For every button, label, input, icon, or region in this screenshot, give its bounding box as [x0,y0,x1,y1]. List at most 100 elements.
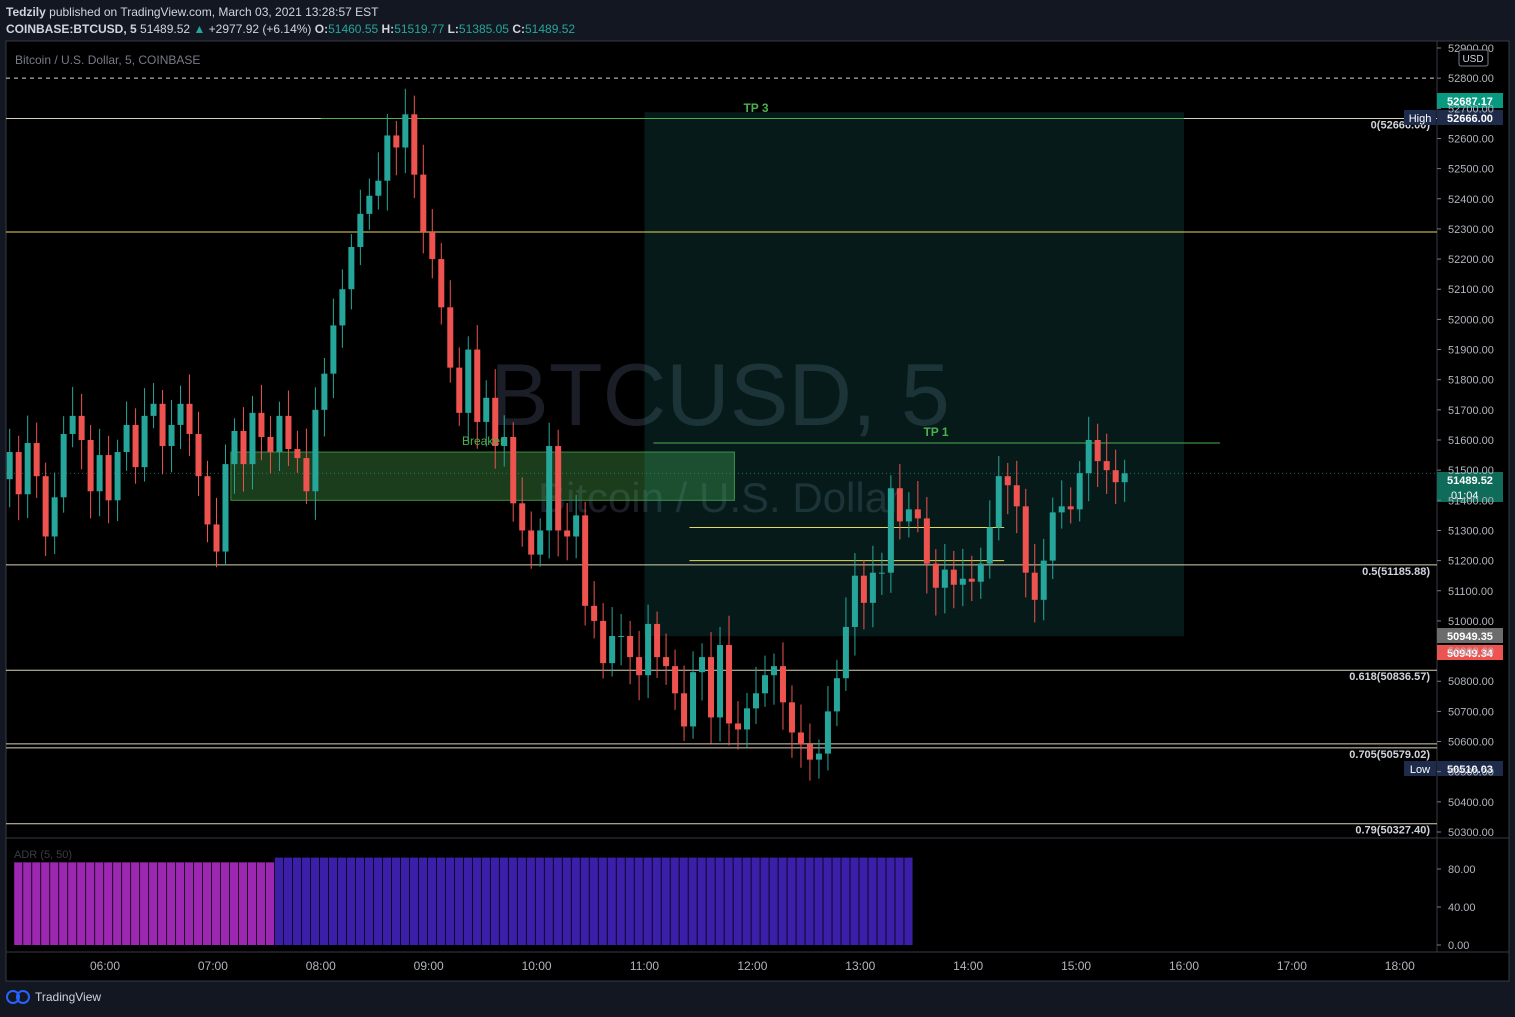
candle-body [932,563,939,588]
adr-bar [68,862,77,945]
adr-bar [742,857,751,945]
time-tick-label: 09:00 [414,959,444,973]
adr-bar [436,857,445,945]
candle-body [672,666,679,694]
candle-body [51,497,58,537]
adr-bar [490,857,499,945]
badge-tag-high [1404,110,1436,125]
adr-bar [499,857,508,945]
price-tick-label: 52600.00 [1448,133,1494,145]
adr-bar [283,857,293,945]
candle-body [366,195,373,214]
price-tick-label: 52100.00 [1448,284,1494,296]
candle-body [842,626,849,679]
candle-body [456,367,463,413]
breaker-label: Breaker [462,434,504,448]
price-badge-text: 50949.34 [1447,648,1494,660]
candle-body [222,464,229,552]
price-badge[interactable] [1437,628,1503,643]
adr-tick-label: 80.00 [1448,864,1476,876]
tp3-label: TP 3 [743,101,768,115]
adr-bar [508,857,517,945]
close-value: 51489.52 [525,22,576,36]
candle-body [744,708,751,730]
candle-body [735,723,742,730]
adr-bar [733,857,742,945]
candle-body [995,476,1002,528]
price-tick-label: 51000.00 [1448,616,1494,628]
candle-body [303,458,310,492]
adr-bar [176,862,185,945]
adr-bar [95,862,104,945]
candle-body [24,443,31,495]
price-badge[interactable] [1437,110,1503,125]
adr-bar [517,857,526,945]
time-tick-label: 06:00 [90,959,120,973]
adr-bar [625,857,634,945]
candle-body [339,289,346,326]
price-badge[interactable] [1437,472,1503,502]
candle-body [42,476,49,537]
candle-body [78,415,85,440]
candle-body [204,476,211,525]
candle-body [573,515,580,537]
candle-body [600,620,607,664]
adr-bar [310,857,320,945]
adr-bar [301,857,311,945]
chart-frame [5,40,1510,982]
candle-body [968,578,975,582]
candle-body [779,666,786,703]
candle-body [860,575,867,603]
footer-brand[interactable]: TradingView [35,990,102,1004]
adr-bar [391,857,401,945]
adr-bar [256,862,266,945]
adr-bar [409,857,419,945]
price-badge[interactable] [1437,761,1503,776]
candle-body [645,623,652,676]
adr-bar [203,862,212,945]
candle-body [609,636,616,664]
adr-bar [400,857,410,945]
candle-body [1067,506,1074,510]
candle-body [1049,512,1056,561]
price-tick-label: 51500.00 [1448,465,1494,477]
adr-bar [769,857,778,945]
adr-bar [319,857,329,945]
candle-body [312,409,319,492]
candle-body [321,373,328,410]
adr-bar [427,857,436,945]
adr-bar [167,862,176,945]
close-label: C: [512,22,525,36]
candle-body [1058,506,1065,513]
author-name[interactable]: Tedzily [6,5,46,19]
adr-bar [41,862,50,945]
adr-bar [526,857,535,945]
adr-bar [562,857,571,945]
adr-bar [616,857,625,945]
last-price: 51489.52 [140,22,191,36]
candle-body [141,415,148,468]
price-tick-label: 52400.00 [1448,194,1494,206]
price-badge[interactable] [1437,93,1503,108]
candle-body [582,515,589,606]
candle-body [699,657,706,673]
adr-bar [463,857,472,945]
time-tick-label: 13:00 [845,959,875,973]
candle-body [941,569,948,588]
adr-bar [571,857,580,945]
price-tick-label: 51700.00 [1448,405,1494,417]
adr-bar [292,857,302,945]
candle-body [977,563,984,582]
adr-indicator-label[interactable]: ADR (5, 50) [14,849,72,861]
adr-bar [364,857,374,945]
price-tick-label: 50600.00 [1448,737,1494,749]
currency-badge[interactable] [1458,49,1489,67]
time-tick-label: 10:00 [522,959,552,973]
price-badge[interactable] [1437,645,1503,660]
candle-body [249,412,256,465]
time-tick-label: 08:00 [306,959,336,973]
price-tick-label: 51900.00 [1448,345,1494,357]
candle-body [1076,473,1083,510]
adr-bar [454,857,463,945]
